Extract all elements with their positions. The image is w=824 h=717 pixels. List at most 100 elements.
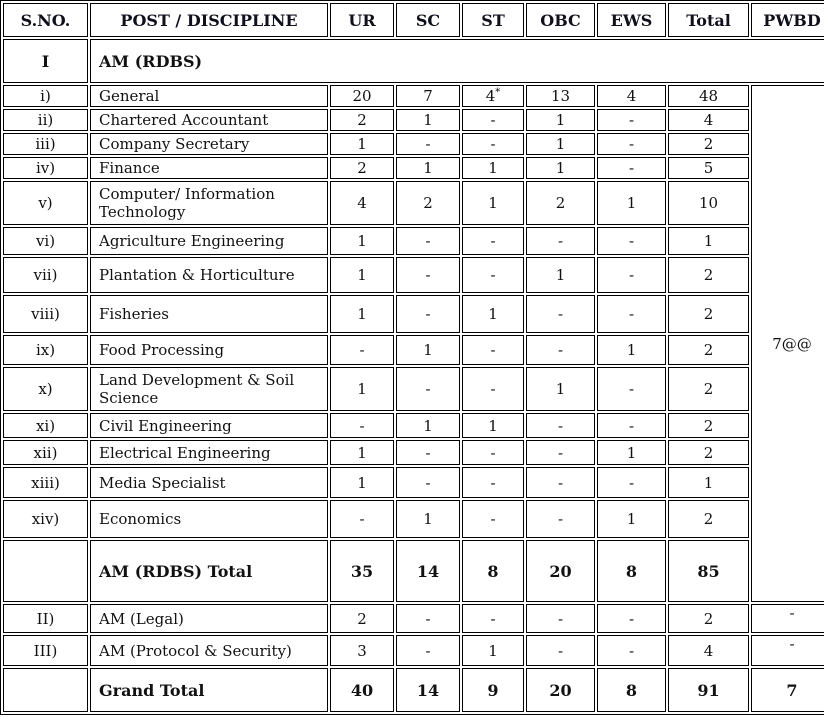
grand-total-row: Grand Total 40 14 9 20 8 91 7 [3,668,824,712]
cell-total: 2 [668,440,749,465]
cell-total: 2 [668,367,749,411]
cell-obc: 1 [526,367,595,411]
table-row: iv) Finance 2 1 1 1 - 5 [3,157,824,179]
cell-sc: 1 [396,500,460,538]
column-header-st: ST [462,3,524,37]
cell-ews: - [597,109,666,131]
cell-total: 4 [668,635,749,666]
cell-st: - [462,133,524,155]
cell-obc: - [526,295,595,333]
table-row: xii) Electrical Engineering 1 - - - 1 2 [3,440,824,465]
cell-ur: 1 [330,257,394,293]
column-header-sno: S.NO. [3,3,88,37]
cell-sc: - [396,367,460,411]
cell-sno: iv) [3,157,88,179]
cell-sno: I [3,39,88,83]
cell-st: 8 [462,540,524,602]
cell-obc: 1 [526,157,595,179]
cell-sc: 1 [396,157,460,179]
cell-sc: - [396,635,460,666]
cell-ur: 40 [330,668,394,712]
cell-ur: 1 [330,440,394,465]
cell-ews: - [597,367,666,411]
cell-post: Agriculture Engineering [90,227,328,255]
cell-st: 1 [462,181,524,225]
cell-post: Fisheries [90,295,328,333]
table-row: vii) Plantation & Horticulture 1 - - 1 -… [3,257,824,293]
cell-ur: 20 [330,85,394,107]
cell-st: - [462,227,524,255]
cell-ur: 2 [330,109,394,131]
cell-ews: 8 [597,540,666,602]
column-header-pwbd: PWBD [751,3,824,37]
cell-post: Finance [90,157,328,179]
table-row: ii) Chartered Accountant 2 1 - 1 - 4 [3,109,824,131]
cell-ur: 4 [330,181,394,225]
cell-ur: 2 [330,157,394,179]
cell-ews: - [597,467,666,498]
cell-total: 2 [668,295,749,333]
cell-sno: x) [3,367,88,411]
cell-post: Electrical Engineering [90,440,328,465]
cell-obc: - [526,604,595,633]
cell-ur: 1 [330,133,394,155]
pwbd-merged-cell: 7@@ [751,85,824,602]
table-row: iii) Company Secretary 1 - - 1 - 2 [3,133,824,155]
table-row: xiii) Media Specialist 1 - - - - 1 [3,467,824,498]
cell-st: 1 [462,413,524,438]
cell-sno [3,668,88,712]
cell-obc: 20 [526,540,595,602]
cell-obc: 13 [526,85,595,107]
cell-sno: ix) [3,335,88,365]
cell-sc: 2 [396,181,460,225]
cell-sc: - [396,440,460,465]
cell-st: 1 [462,295,524,333]
cell-pwbd: - [751,635,824,666]
cell-sc: 7 [396,85,460,107]
cell-obc: - [526,500,595,538]
table-row: x) Land Development & Soil Science 1 - -… [3,367,824,411]
cell-sno: xiv) [3,500,88,538]
grand-total-label: Grand Total [90,668,328,712]
cell-post: General [90,85,328,107]
cell-total: 2 [668,500,749,538]
cell-st: - [462,604,524,633]
cell-sc: 1 [396,335,460,365]
cell-ur: 1 [330,295,394,333]
cell-post: AM (Legal) [90,604,328,633]
column-header-ews: EWS [597,3,666,37]
cell-post: AM (Protocol & Security) [90,635,328,666]
cell-sno: xii) [3,440,88,465]
cell-st: 4* [462,85,524,107]
cell-post: Plantation & Horticulture [90,257,328,293]
cell-st: - [462,500,524,538]
cell-obc: 1 [526,133,595,155]
st-value: 4 [485,87,496,105]
cell-sc: 14 [396,668,460,712]
table-row-am-protocol: III) AM (Protocol & Security) 3 - 1 - - … [3,635,824,666]
cell-obc: 1 [526,109,595,131]
cell-total: 5 [668,157,749,179]
cell-sno: II) [3,604,88,633]
cell-total: 2 [668,335,749,365]
table-row-am-legal: II) AM (Legal) 2 - - - - 2 - [3,604,824,633]
cell-total: 4 [668,109,749,131]
cell-sc: - [396,227,460,255]
cell-sc: 1 [396,413,460,438]
cell-sc: - [396,604,460,633]
table-row: xiv) Economics - 1 - - 1 2 [3,500,824,538]
st-footnote-asterisk: * [495,87,501,98]
cell-st: - [462,109,524,131]
cell-ews: - [597,635,666,666]
cell-post: Company Secretary [90,133,328,155]
cell-sno: v) [3,181,88,225]
cell-sno: viii) [3,295,88,333]
cell-total: 2 [668,133,749,155]
cell-sno: xi) [3,413,88,438]
cell-st: - [462,440,524,465]
cell-total: 1 [668,467,749,498]
cell-sc: - [396,467,460,498]
cell-ews: 4 [597,85,666,107]
cell-obc: - [526,413,595,438]
